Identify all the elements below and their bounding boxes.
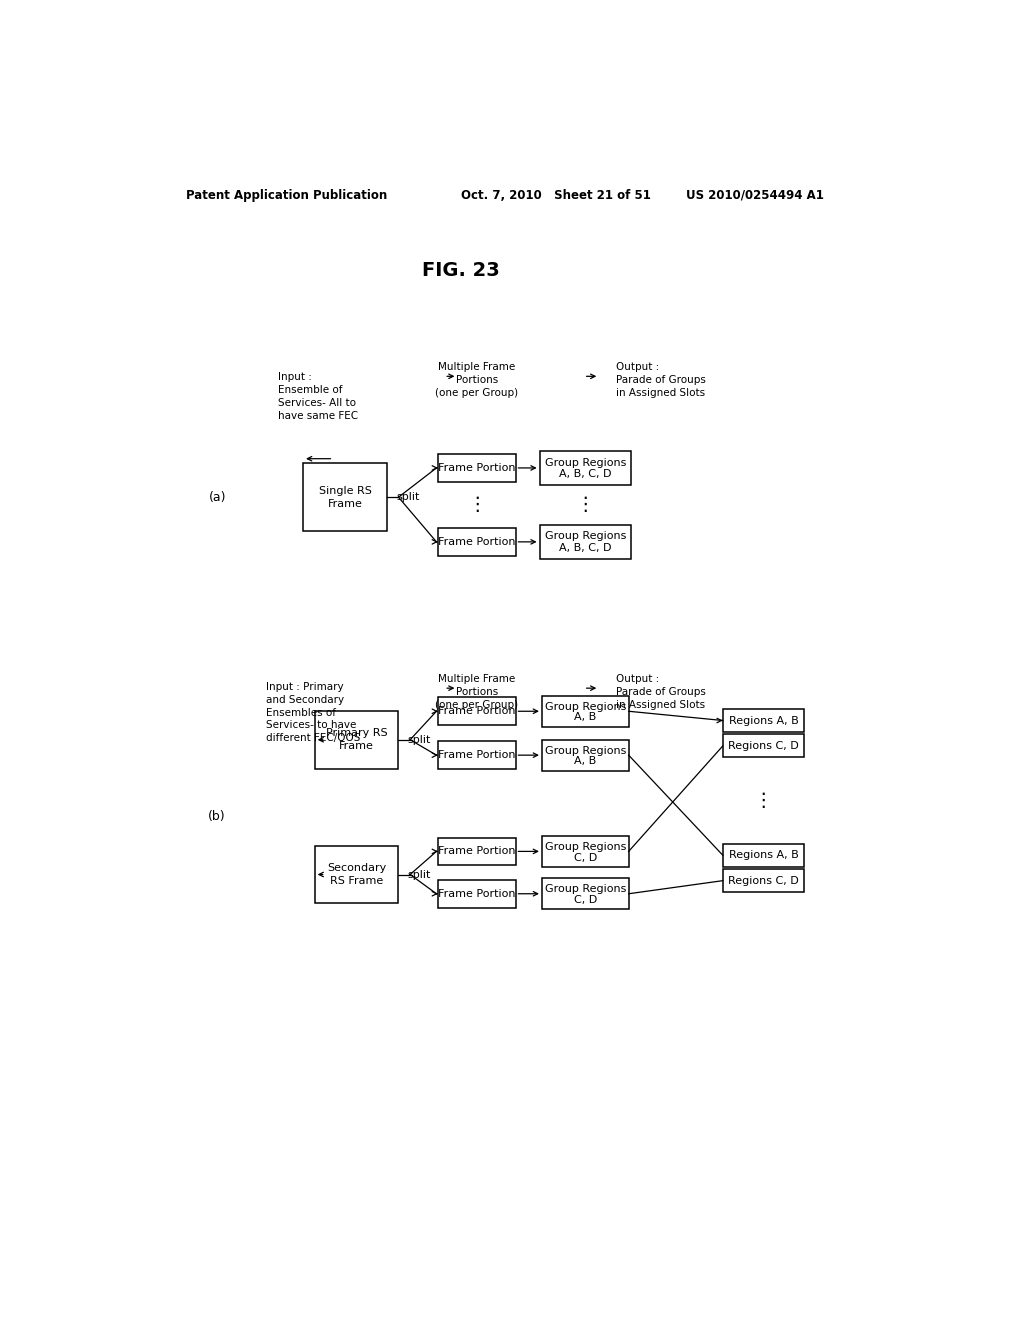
Text: C, D: C, D xyxy=(573,895,597,906)
Text: Frame Portion: Frame Portion xyxy=(438,846,515,857)
Text: split: split xyxy=(396,492,420,502)
Bar xyxy=(723,843,804,867)
Text: Group Regions: Group Regions xyxy=(545,702,626,711)
Text: Group Regions: Group Regions xyxy=(545,532,626,541)
Bar xyxy=(438,454,515,482)
Bar xyxy=(723,709,804,733)
Bar xyxy=(314,711,398,768)
Bar xyxy=(438,742,515,770)
Text: Regions A, B: Regions A, B xyxy=(729,850,799,861)
Text: Primary RS
Frame: Primary RS Frame xyxy=(326,729,387,751)
Text: Input : Primary
and Secondary
Ensembles of
Services- to have
different FEC/QOS: Input : Primary and Secondary Ensembles … xyxy=(266,682,360,743)
Bar xyxy=(540,451,631,484)
Text: Group Regions: Group Regions xyxy=(545,842,626,851)
Bar xyxy=(542,739,629,771)
Text: Frame Portion: Frame Portion xyxy=(438,750,515,760)
Text: Multiple Frame
Portions
(one per Group): Multiple Frame Portions (one per Group) xyxy=(435,363,518,399)
Bar xyxy=(723,734,804,758)
Text: split: split xyxy=(408,870,431,879)
Text: Multiple Frame
Portions
(one per Group): Multiple Frame Portions (one per Group) xyxy=(435,675,518,710)
Text: Frame Portion: Frame Portion xyxy=(438,463,515,473)
Text: Output :
Parade of Groups
in Assigned Slots: Output : Parade of Groups in Assigned Sl… xyxy=(616,675,707,710)
Text: (b): (b) xyxy=(208,810,226,824)
Bar xyxy=(540,525,631,558)
Text: Output :
Parade of Groups
in Assigned Slots: Output : Parade of Groups in Assigned Sl… xyxy=(616,363,707,399)
Text: A, B: A, B xyxy=(574,713,596,722)
Text: FIG. 23: FIG. 23 xyxy=(422,260,500,280)
Text: Frame Portion: Frame Portion xyxy=(438,537,515,546)
Bar xyxy=(438,838,515,866)
Text: A, B: A, B xyxy=(574,756,596,767)
Text: Group Regions: Group Regions xyxy=(545,884,626,894)
Text: A, B, C, D: A, B, C, D xyxy=(559,469,611,479)
Bar xyxy=(542,836,629,867)
Text: ⋮: ⋮ xyxy=(467,495,486,515)
Bar xyxy=(438,880,515,908)
Bar xyxy=(542,696,629,726)
Bar xyxy=(438,528,515,556)
Text: Patent Application Publication: Patent Application Publication xyxy=(186,189,387,202)
Text: Group Regions: Group Regions xyxy=(545,746,626,755)
Text: Input :
Ensemble of
Services- All to
have same FEC: Input : Ensemble of Services- All to hav… xyxy=(278,372,357,421)
Text: ⋮: ⋮ xyxy=(575,495,595,515)
Text: US 2010/0254494 A1: US 2010/0254494 A1 xyxy=(686,189,824,202)
Bar xyxy=(314,846,398,903)
Text: Regions C, D: Regions C, D xyxy=(728,875,799,886)
Text: C, D: C, D xyxy=(573,853,597,862)
Text: A, B, C, D: A, B, C, D xyxy=(559,543,611,553)
Text: split: split xyxy=(408,735,431,744)
Text: Group Regions: Group Regions xyxy=(545,458,626,467)
Text: (a): (a) xyxy=(208,491,226,504)
Bar xyxy=(438,697,515,725)
Bar xyxy=(303,463,387,531)
Text: Regions C, D: Regions C, D xyxy=(728,741,799,751)
Text: Oct. 7, 2010   Sheet 21 of 51: Oct. 7, 2010 Sheet 21 of 51 xyxy=(461,189,651,202)
Text: ⋮: ⋮ xyxy=(754,791,773,810)
Text: Frame Portion: Frame Portion xyxy=(438,706,515,717)
Bar xyxy=(542,878,629,909)
Text: Secondary
RS Frame: Secondary RS Frame xyxy=(327,863,386,886)
Text: Single RS
Frame: Single RS Frame xyxy=(318,486,372,508)
Text: Frame Portion: Frame Portion xyxy=(438,888,515,899)
Bar xyxy=(723,869,804,892)
Text: Regions A, B: Regions A, B xyxy=(729,715,799,726)
